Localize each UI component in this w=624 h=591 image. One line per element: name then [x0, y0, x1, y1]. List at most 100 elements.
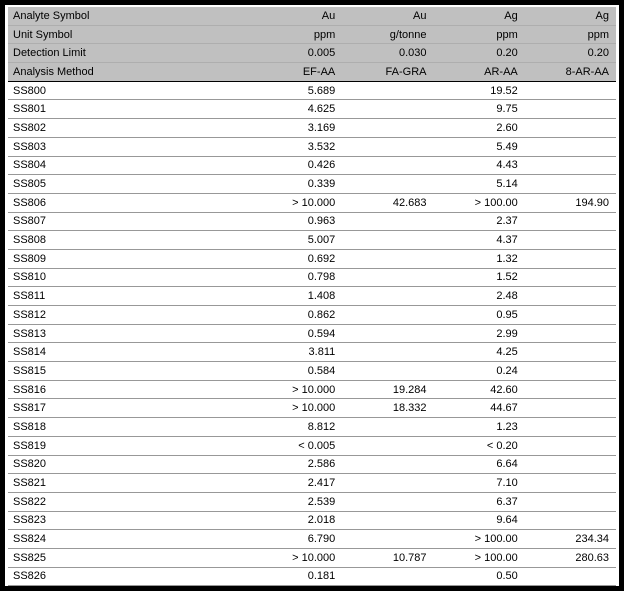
value-cell: [524, 511, 616, 531]
header-value-cell: 0.030: [342, 43, 434, 64]
header-value-cell: Ag: [524, 7, 616, 26]
sample-id-cell: SS804: [8, 156, 251, 176]
value-cell: 42.683: [342, 193, 434, 213]
value-cell: 5.14: [433, 174, 525, 194]
sample-id-cell: SS801: [8, 99, 251, 120]
sample-id-cell: SS803: [8, 137, 251, 157]
value-cell: [524, 268, 616, 288]
table-row: SS802 3.169 2.60: [8, 118, 616, 138]
table-row: SS804 0.426 4.43: [8, 156, 616, 176]
sample-id-cell: SS806: [8, 193, 251, 213]
value-cell: > 10.000: [251, 380, 343, 400]
table-row: SS822 2.539 6.37: [8, 492, 616, 512]
table-row: SS813 0.594 2.99: [8, 324, 616, 344]
value-cell: [342, 286, 434, 306]
value-cell: 4.625: [251, 99, 343, 120]
value-cell: [524, 398, 616, 419]
table-body: SS800 5.689 19.52 SS801 4.625 9.75 SS802 3.169 2…: [8, 81, 616, 586]
value-cell: [524, 342, 616, 363]
value-cell: 2.539: [251, 492, 343, 512]
value-cell: 2.37: [433, 212, 525, 232]
value-cell: > 10.000: [251, 398, 343, 419]
table-row: SS821 2.417 7.10: [8, 473, 616, 493]
value-cell: [524, 324, 616, 344]
value-cell: [524, 361, 616, 381]
value-cell: [342, 81, 434, 101]
value-cell: [524, 230, 616, 250]
table-row: SS806 > 10.000 42.683 > 100.00 194.90: [8, 193, 616, 213]
table-row: SS815 0.584 0.24: [8, 361, 616, 381]
value-cell: [342, 342, 434, 363]
table-row: SS808 5.007 4.37: [8, 230, 616, 250]
sample-id-cell: SS812: [8, 305, 251, 325]
value-cell: [524, 137, 616, 157]
value-cell: [342, 212, 434, 232]
value-cell: [342, 230, 434, 250]
header-row: Detection Limit 0.005 0.030 0.20 0.20: [8, 43, 616, 64]
value-cell: 7.10: [433, 473, 525, 493]
header-value-cell: Au: [251, 7, 343, 26]
value-cell: 44.67: [433, 398, 525, 419]
value-cell: [342, 118, 434, 138]
table-row: SS820 2.586 6.64: [8, 455, 616, 475]
value-cell: 3.169: [251, 118, 343, 138]
value-cell: > 10.000: [251, 193, 343, 213]
value-cell: 0.584: [251, 361, 343, 381]
table-row: SS824 6.790 > 100.00 234.34: [8, 529, 616, 549]
value-cell: [342, 249, 434, 269]
value-cell: 0.963: [251, 212, 343, 232]
value-cell: 2.99: [433, 324, 525, 344]
value-cell: [342, 268, 434, 288]
value-cell: [342, 511, 434, 531]
header-row-label: Analyte Symbol: [8, 7, 251, 26]
value-cell: 1.23: [433, 417, 525, 437]
value-cell: 0.692: [251, 249, 343, 269]
table-row: SS803 3.532 5.49: [8, 137, 616, 157]
table-row: SS807 0.963 2.37: [8, 212, 616, 232]
value-cell: [524, 436, 616, 456]
header-value-cell: EF-AA: [251, 62, 343, 82]
value-cell: [342, 137, 434, 157]
table-row: SS814 3.811 4.25: [8, 342, 616, 363]
value-cell: [342, 99, 434, 120]
sample-id-cell: SS810: [8, 268, 251, 288]
table-row: SS818 8.812 1.23: [8, 417, 616, 437]
value-cell: 3.811: [251, 342, 343, 363]
value-cell: 0.798: [251, 268, 343, 288]
sample-id-cell: SS824: [8, 529, 251, 549]
value-cell: 280.63: [524, 548, 616, 568]
value-cell: 2.018: [251, 511, 343, 531]
table-row: SS823 2.018 9.64: [8, 511, 616, 531]
value-cell: 2.48: [433, 286, 525, 306]
value-cell: 0.24: [433, 361, 525, 381]
value-cell: 9.64: [433, 511, 525, 531]
sample-id-cell: SS813: [8, 324, 251, 344]
value-cell: [524, 174, 616, 194]
header-value-cell: 0.005: [251, 43, 343, 64]
sample-id-cell: SS821: [8, 473, 251, 493]
value-cell: [524, 118, 616, 138]
table-row: SS809 0.692 1.32: [8, 249, 616, 269]
value-cell: 2.60: [433, 118, 525, 138]
sample-id-cell: SS822: [8, 492, 251, 512]
value-cell: [524, 249, 616, 269]
header-value-cell: 8-AR-AA: [524, 62, 616, 82]
header-row: Analyte Symbol Au Au Ag Ag: [8, 7, 616, 26]
header-row-label: Detection Limit: [8, 43, 251, 64]
value-cell: [524, 212, 616, 232]
sample-id-cell: SS811: [8, 286, 251, 306]
table-row: SS800 5.689 19.52: [8, 81, 616, 101]
value-cell: 3.532: [251, 137, 343, 157]
sample-id-cell: SS800: [8, 81, 251, 101]
value-cell: 9.75: [433, 99, 525, 120]
header-value-cell: AR-AA: [433, 62, 525, 82]
sample-id-cell: SS818: [8, 417, 251, 437]
sample-id-cell: SS815: [8, 361, 251, 381]
sample-id-cell: SS816: [8, 380, 251, 400]
header-row-label: Analysis Method: [8, 62, 251, 82]
value-cell: 8.812: [251, 417, 343, 437]
header-value-cell: Ag: [433, 7, 525, 26]
sample-id-cell: SS814: [8, 342, 251, 363]
table-row: SS811 1.408 2.48: [8, 286, 616, 306]
value-cell: [342, 156, 434, 176]
